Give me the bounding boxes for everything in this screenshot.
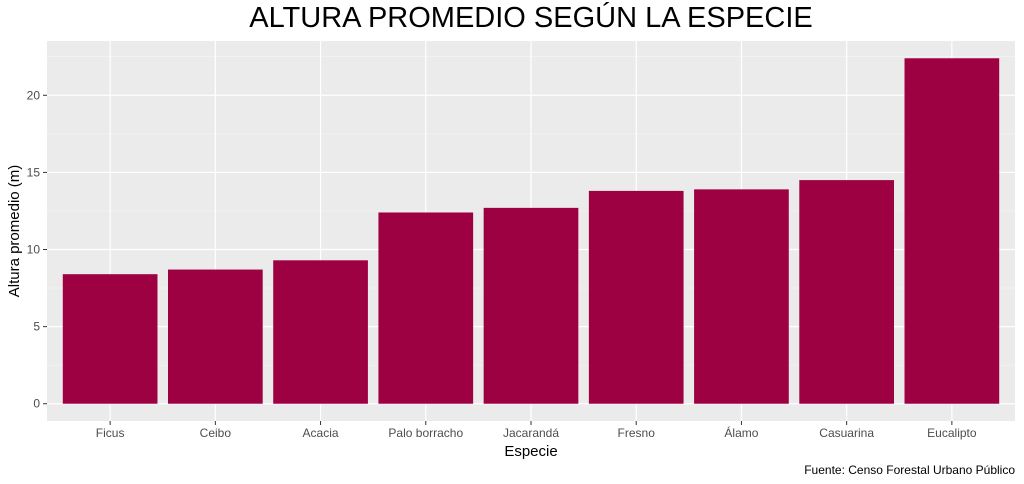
bar [588, 190, 684, 404]
x-tick-label: Eucalipto [927, 426, 977, 440]
x-axis-title: Especie [504, 443, 557, 460]
bar [694, 189, 789, 404]
x-tick-label: Fresno [618, 426, 656, 440]
y-tick-label: 5 [33, 320, 40, 334]
y-tick-label: 15 [27, 165, 41, 179]
bar [378, 212, 474, 404]
x-tick-label: Álamo [724, 425, 758, 440]
bar [62, 274, 158, 404]
bar [904, 58, 1000, 404]
x-tick-label: Ficus [96, 426, 125, 440]
chart-title: ALTURA PROMEDIO SEGÚN LA ESPECIE [249, 1, 813, 34]
x-tick-label: Ceibo [200, 426, 232, 440]
bar [273, 260, 368, 404]
y-tick-label: 10 [27, 243, 41, 257]
x-tick-label: Acacia [303, 426, 339, 440]
x-axis-ticks: Ficus Ceibo Acacia Palo borracho Jacarandá Fr… [96, 421, 977, 440]
x-tick-label: Jacarandá [503, 426, 559, 440]
y-tick-label: 0 [33, 397, 40, 411]
y-axis-ticks: 0 5 10 15 20 [27, 88, 47, 411]
x-tick-label: Casuarina [819, 426, 874, 440]
y-axis-title: Altura promedio (m) [6, 165, 23, 298]
x-tick-label: Palo borracho [388, 426, 463, 440]
bars [62, 58, 1000, 404]
bar [483, 207, 579, 404]
y-tick-label: 20 [27, 88, 41, 102]
bar [168, 269, 263, 404]
chart-caption: Fuente: Censo Forestal Urbano Público [804, 463, 1015, 477]
bar [799, 180, 894, 404]
